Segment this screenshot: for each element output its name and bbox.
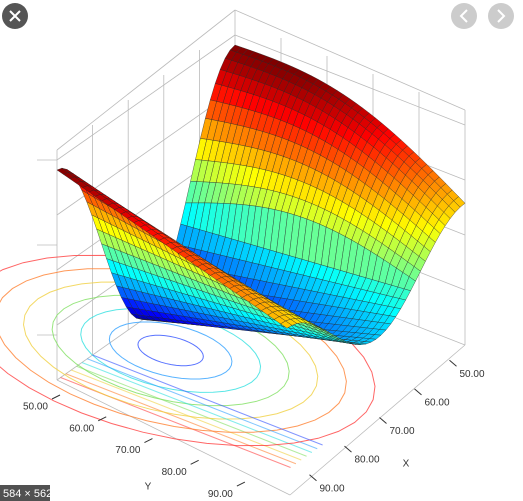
y-tick [97,416,107,422]
x-axis-label: X [403,459,410,470]
box-edge [234,9,466,111]
prev-icon [459,9,468,23]
contour [137,334,204,367]
x-tick-label: 80.00 [355,455,380,466]
y-tick-label: 80.00 [162,467,187,478]
contour [65,373,297,465]
contour [87,358,318,450]
box-edge [56,379,291,496]
x-tick [379,417,387,424]
close-icon [9,10,21,22]
y-tick [51,394,61,400]
x-tick-label: 70.00 [390,426,415,437]
x-tick [344,445,352,453]
contour [71,369,302,461]
x-tick [309,474,317,482]
y-tick-label: 50.00 [23,402,48,413]
box-edge [289,344,466,496]
y-tick-label: 70.00 [115,445,140,456]
wall-grid [56,34,236,161]
y-tick [236,481,246,487]
axes: 50.00 60.00 70.00 80.00 90.00 50.00 60.00 70.00… [23,359,485,500]
next-icon [497,9,506,23]
y-tick-label: 60.00 [69,423,94,434]
box-edge [56,9,236,151]
x-tick [449,359,457,367]
x-tick-label: 90.00 [320,483,345,494]
contour [76,365,307,457]
surface [56,44,466,345]
contour [92,354,323,446]
y-tick-label: 90.00 [208,489,233,500]
size-badge-bg [0,485,50,501]
surface-cell [280,320,293,329]
prev-button[interactable] [451,3,477,29]
contour [108,321,233,380]
x-tick [414,388,422,396]
contour [81,362,313,453]
y-axis-label: Y [145,482,152,493]
x-tick-label: 60.00 [425,398,450,409]
next-button[interactable] [488,3,514,29]
y-tick [144,438,153,444]
wall-grid [234,34,466,126]
y-tick [190,459,199,465]
size-badge: 584 × 562 [3,488,52,500]
x-tick-label: 50.00 [460,369,485,380]
